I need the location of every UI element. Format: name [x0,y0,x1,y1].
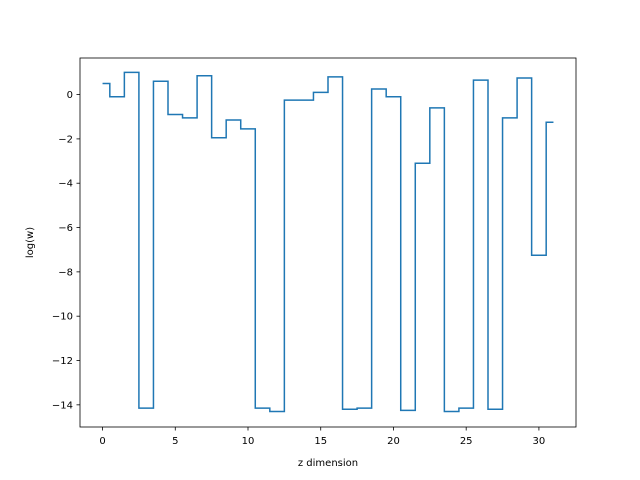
x-tick-label: 25 [460,436,473,447]
x-tick-label: 0 [99,436,105,447]
y-tick-label: −14 [52,400,73,411]
axes-frame [79,57,577,428]
plot-area [102,71,554,413]
y-tick-label: 0 [67,90,73,101]
y-tick-label: −10 [52,312,73,323]
x-tick-label: 5 [172,436,178,447]
y-tick-label: −6 [58,223,73,234]
y-axis-ticks: −14 −12 −10 −8 −6 −4 −2 0 [52,90,80,411]
y-tick-label: −2 [58,134,73,145]
x-axis-label: z dimension [298,458,358,469]
x-tick-label: 20 [387,436,400,447]
series-line-log-w [102,71,554,413]
x-tick-label: 15 [314,436,327,447]
x-axis-ticks: 0 5 10 15 20 25 30 [99,427,545,447]
y-axis-label: log(w) [25,227,36,258]
x-tick-label: 30 [533,436,546,447]
y-tick-label: −4 [58,179,73,190]
y-tick-label: −12 [52,356,73,367]
y-tick-label: −8 [58,267,73,278]
x-tick-label: 10 [242,436,255,447]
